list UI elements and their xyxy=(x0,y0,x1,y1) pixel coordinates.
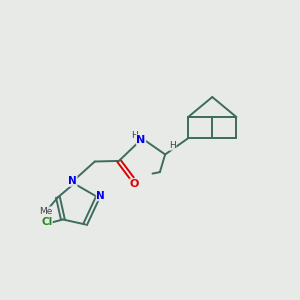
Text: Me: Me xyxy=(39,207,52,216)
Text: O: O xyxy=(130,179,139,189)
Text: N: N xyxy=(96,191,105,201)
Text: H: H xyxy=(131,131,138,140)
Text: H: H xyxy=(169,141,176,150)
Text: N: N xyxy=(136,135,146,145)
Text: N: N xyxy=(68,176,77,186)
Text: Cl: Cl xyxy=(41,218,52,227)
